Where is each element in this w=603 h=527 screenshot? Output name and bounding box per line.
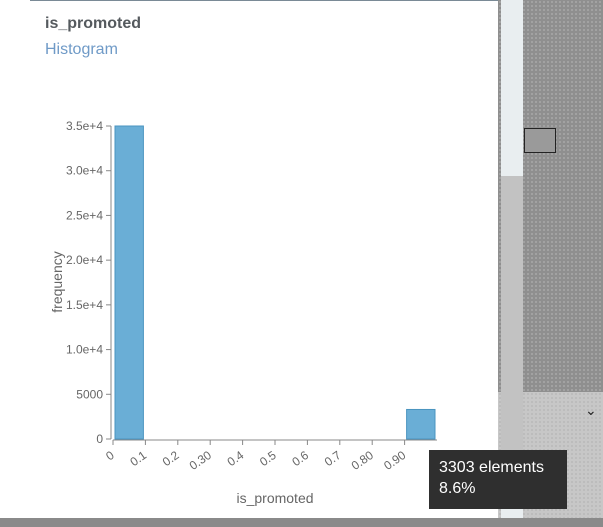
x-tick-label: 0.7: [322, 448, 344, 469]
x-tick-label: 0: [103, 448, 117, 463]
y-axis-label: frequency: [49, 251, 65, 312]
x-tick-label: 0.2: [160, 448, 182, 469]
x-tick-label: 0.5: [257, 448, 279, 469]
bar-tooltip: 3303 elements 8.6%: [429, 450, 567, 509]
x-tick-label: 0.4: [225, 448, 247, 469]
histogram-bar-1[interactable]: [406, 408, 436, 440]
histogram-chart: 0 5000 1.0e+4 1.5e+4 2.0e+4 2.5e+4 3.0e+4 3.5e+…: [49, 119, 437, 506]
x-axis: 0 0.1 0.2 0.30 0.4 0.5 0.6 0.7 0.80 0.90: [103, 439, 437, 473]
panel-divider: [30, 0, 498, 1]
y-tick-label: 2.0e+4: [66, 253, 103, 267]
y-tick-label: 1.5e+4: [66, 298, 103, 312]
y-axis: 0 5000 1.0e+4 1.5e+4 2.0e+4 2.5e+4 3.0e+4 3.5e+…: [66, 119, 112, 446]
y-tick-label: 3.5e+4: [66, 119, 103, 133]
panel-subtitle[interactable]: Histogram: [45, 41, 118, 58]
scrollbar-thumb[interactable]: [501, 176, 523, 506]
x-axis-label: is_promoted: [236, 490, 313, 506]
y-tick-label: 5000: [76, 387, 103, 401]
histogram-bars: [114, 125, 436, 440]
x-tick-label: 0.90: [381, 448, 408, 473]
x-tick-label: 0.1: [127, 448, 149, 469]
x-tick-label: 0.6: [289, 448, 311, 469]
tooltip-percent: 8.6%: [439, 480, 476, 497]
x-tick-label: 0.80: [349, 448, 376, 473]
y-tick-label: 3.0e+4: [66, 164, 103, 178]
y-tick-label: 2.5e+4: [66, 208, 103, 222]
histogram-panel: is_promoted Histogram 0 5000 1.0e+4 1.5e+4 2…: [0, 0, 498, 518]
x-tick-label: 0.30: [187, 448, 214, 473]
chevron-down-icon[interactable]: ⌄: [585, 402, 597, 418]
bottom-strip: [0, 518, 603, 527]
tooltip-count: 3303 elements: [439, 459, 544, 476]
y-tick-label: 1.0e+4: [66, 343, 103, 357]
panel-title: is_promoted: [45, 15, 142, 32]
background-node[interactable]: [524, 128, 556, 153]
histogram-bar-0[interactable]: [114, 125, 144, 440]
y-tick-label: 0: [96, 432, 103, 446]
